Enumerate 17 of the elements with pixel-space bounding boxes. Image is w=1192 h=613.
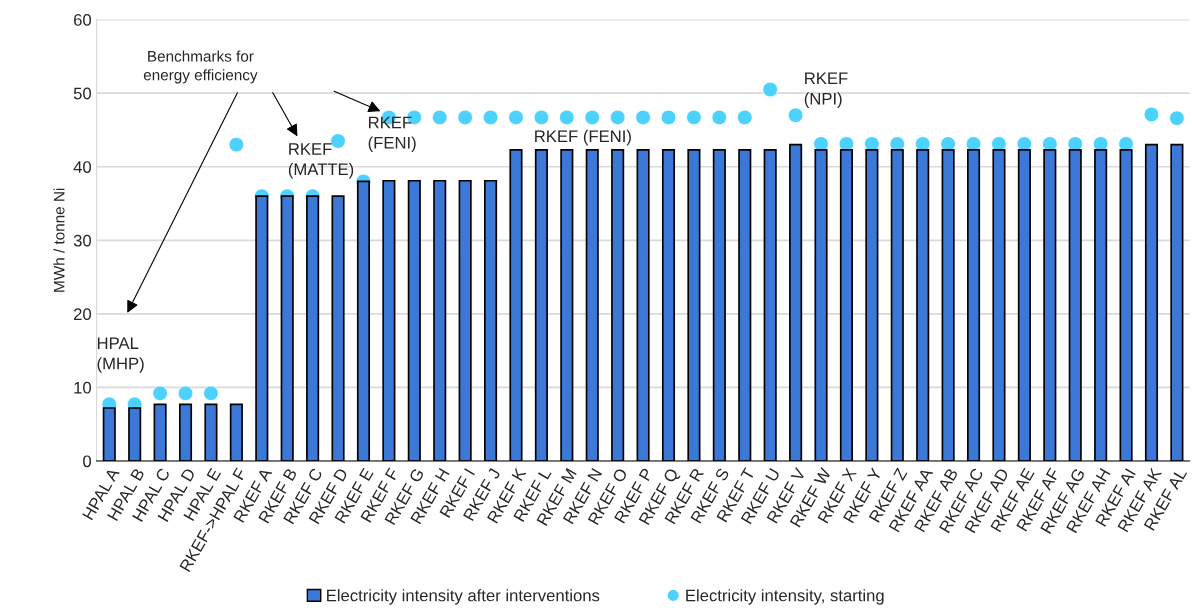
y-tick-label: 10 bbox=[74, 381, 92, 394]
point bbox=[584, 109, 600, 126]
annotation: RKEF (MATTE) bbox=[288, 143, 354, 179]
annotation: RKEF (NPI) bbox=[804, 72, 848, 108]
y-axis-title: MWh / tonne Ni bbox=[53, 188, 65, 292]
y-tick-label: 0 bbox=[83, 455, 92, 468]
annotation: RKEF (FENI) bbox=[368, 116, 416, 153]
y-tick-label: 20 bbox=[73, 308, 92, 321]
y-tick-label: 40 bbox=[73, 161, 92, 173]
y-tick-label: 30 bbox=[73, 234, 92, 247]
y-tick-label: 60 bbox=[74, 14, 92, 26]
annotation: RKEF (FENI) bbox=[535, 129, 631, 146]
annotation: HPAL (MHP) bbox=[97, 337, 144, 373]
annotation: Benchmarks for energy efficiency bbox=[143, 50, 258, 84]
y-tick-label: 50 bbox=[73, 87, 92, 100]
legend-label: Electricity intensity, starting bbox=[686, 589, 884, 605]
legend-label: Electricity intensity after interventions bbox=[327, 589, 600, 605]
